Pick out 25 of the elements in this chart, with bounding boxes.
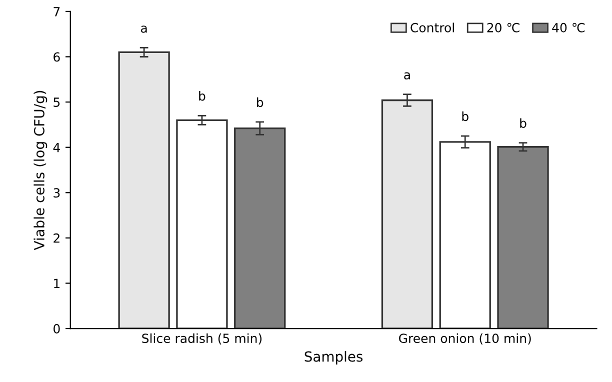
y-tick-label: 0 bbox=[54, 324, 60, 334]
legend-label: 20 ℃ bbox=[487, 22, 520, 32]
bar bbox=[118, 51, 170, 329]
y-tick-label: 2 bbox=[54, 233, 60, 243]
legend-label: Control bbox=[410, 22, 454, 32]
annotation: b bbox=[199, 91, 206, 101]
y-tick-label: 5 bbox=[54, 98, 60, 107]
annotation: a bbox=[404, 72, 410, 80]
bar bbox=[176, 119, 228, 329]
annotation: a bbox=[140, 26, 147, 33]
y-tick-label: 1 bbox=[54, 278, 60, 288]
bar bbox=[497, 146, 549, 329]
x-tick-label: Slice radish (5 min) bbox=[142, 333, 262, 345]
annotation: b bbox=[520, 118, 526, 128]
y-tick-label: 6 bbox=[54, 52, 60, 62]
y-tick-label: 7 bbox=[54, 7, 60, 16]
x-tick-label: Green onion (10 min) bbox=[399, 333, 531, 345]
legend-label: 40 ℃ bbox=[552, 22, 585, 32]
annotation: b bbox=[462, 111, 468, 122]
annotation: b bbox=[257, 97, 264, 108]
y-tick-label: 4 bbox=[53, 142, 60, 152]
x-axis-title: Samples bbox=[304, 351, 363, 364]
y-axis-title: Viable cells (log CFU/g) bbox=[34, 90, 48, 250]
bar bbox=[381, 99, 434, 329]
y-tick-label: 3 bbox=[54, 188, 60, 198]
